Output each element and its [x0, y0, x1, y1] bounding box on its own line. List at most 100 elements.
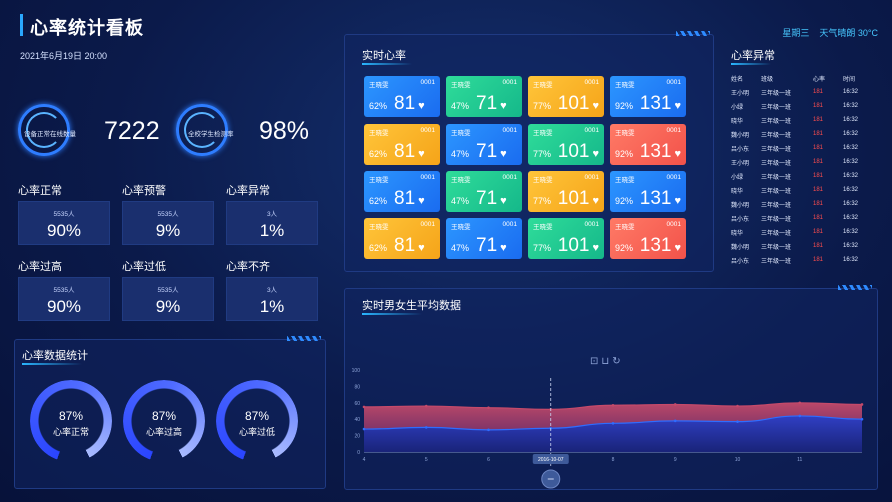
- data-point[interactable]: [860, 417, 864, 421]
- data-point[interactable]: [798, 401, 802, 405]
- panel-decoration: [838, 285, 872, 290]
- weather-info: 星期三 天气晴朗 30°C: [772, 26, 878, 39]
- table-row[interactable]: 王小明 三年级一班 181 16:32: [731, 85, 873, 99]
- table-row[interactable]: 魏小明 三年级一班 181 16:32: [731, 197, 873, 211]
- table-row[interactable]: 小绿 三年级一班 181 16:32: [731, 169, 873, 183]
- data-point[interactable]: [611, 403, 615, 407]
- heart-rate-card[interactable]: 王晓雯 0001 92% 131 ♥: [610, 171, 686, 212]
- card-header: 王晓雯 0001: [615, 127, 681, 137]
- heart-rate-card[interactable]: 王晓雯 0001 92% 131 ♥: [610, 124, 686, 165]
- data-point[interactable]: [362, 405, 366, 409]
- heart-rate-card[interactable]: 王晓雯 0001 92% 131 ♥: [610, 76, 686, 117]
- heart-rate-bpm: 71: [476, 188, 498, 209]
- stat-title: 心率不齐: [226, 261, 270, 273]
- heart-rate-card[interactable]: 王晓雯 0001 62% 81 ♥: [364, 124, 440, 165]
- heart-rate-card[interactable]: 王晓雯 0001 92% 131 ♥: [610, 218, 686, 259]
- table-row[interactable]: 晓华 三年级一班 181 16:32: [731, 113, 873, 127]
- data-point[interactable]: [424, 426, 428, 429]
- heart-icon: ♥: [500, 195, 507, 207]
- table-row[interactable]: 吕小东 三年级一班 181 16:32: [731, 141, 873, 155]
- table-row[interactable]: 吕小东 三年级一班 181 16:32: [731, 253, 873, 267]
- card-body: 77% 101 ♥: [533, 235, 599, 257]
- heart-rate-percent: 47%: [451, 196, 470, 206]
- heart-rate-card[interactable]: 王晓雯 0001 47% 71 ♥: [446, 76, 522, 117]
- title-accent-bar: [20, 14, 23, 36]
- heart-rate-bpm: 101: [557, 141, 590, 162]
- data-point[interactable]: [487, 406, 490, 410]
- heart-rate-card[interactable]: 王晓雯 0001 77% 101 ♥: [528, 76, 604, 117]
- heart-rate-card[interactable]: 王晓雯 0001 77% 101 ♥: [528, 171, 604, 212]
- detection-rate-label: 全校学生检测率: [188, 131, 234, 138]
- device-id: 0001: [420, 174, 435, 181]
- table-row[interactable]: 晓华 三年级一班 181 16:32: [731, 183, 873, 197]
- heart-rate-card[interactable]: 王晓雯 0001 47% 71 ♥: [446, 171, 522, 212]
- heart-rate-card[interactable]: 王晓雯 0001 47% 71 ♥: [446, 124, 522, 165]
- data-point[interactable]: [673, 419, 677, 423]
- refresh-icon[interactable]: ↻: [612, 356, 624, 367]
- class-cell: 三年级一班: [761, 202, 792, 209]
- class-cell: 三年级一班: [761, 258, 792, 265]
- column-header: 姓名: [731, 76, 744, 83]
- data-point[interactable]: [487, 428, 490, 432]
- table-row[interactable]: 魏小明 三年级一班 181 16:32: [731, 239, 873, 253]
- time-cell: 16:32: [843, 229, 859, 235]
- device-id: 0001: [420, 127, 435, 134]
- data-point[interactable]: [860, 403, 864, 406]
- student-name: 王晓雯: [451, 224, 471, 231]
- table-row[interactable]: 魏小明 三年级一班 181 16:32: [731, 127, 873, 141]
- tooltip-label: 2016-10-07: [538, 457, 564, 463]
- heart-rate-card[interactable]: 王晓雯 0001 62% 81 ♥: [364, 76, 440, 117]
- table-row[interactable]: 吕小东 三年级一班 181 16:32: [731, 211, 873, 225]
- heart-rate-cell: 181: [813, 131, 824, 137]
- heart-rate-bpm: 81: [394, 235, 416, 256]
- data-point[interactable]: [673, 403, 677, 406]
- data-point[interactable]: [736, 420, 739, 423]
- data-point[interactable]: [611, 422, 615, 425]
- online-devices-label: 设备正常在线数量: [24, 131, 76, 138]
- x-tick-label: 6: [487, 457, 490, 463]
- data-zoom-icon[interactable]: ⊡: [590, 356, 602, 367]
- table-row[interactable]: 小绿 三年级一班 181 16:32: [731, 99, 873, 113]
- device-id: 0001: [502, 127, 517, 134]
- heart-rate-card[interactable]: 王晓雯 0001 77% 101 ♥: [528, 218, 604, 259]
- heart-rate-percent: 92%: [615, 101, 634, 111]
- heart-rate-card[interactable]: 王晓雯 0001 77% 101 ♥: [528, 124, 604, 165]
- time-cell: 16:32: [843, 131, 859, 137]
- donut-label: 心率正常: [52, 427, 89, 437]
- avg-area-chart[interactable]: 02040608010045678910112016-10-07: [344, 360, 878, 490]
- student-name-cell: 王小明: [731, 90, 750, 97]
- class-cell: 三年级一班: [761, 118, 792, 125]
- table-row[interactable]: 晓华 三年级一班 181 16:32: [731, 225, 873, 239]
- stat-percent: 90%: [46, 221, 82, 240]
- time-cell: 16:32: [843, 215, 859, 221]
- donut-percent: 87%: [58, 409, 84, 423]
- table-header: 姓名 班级 心率 时间: [731, 71, 873, 85]
- heart-rate-card[interactable]: 王晓雯 0001 47% 71 ♥: [446, 218, 522, 259]
- card-body: 92% 131 ♥: [615, 141, 681, 163]
- student-name-cell: 魏小明: [731, 132, 750, 139]
- column-header: 班级: [761, 76, 774, 83]
- heart-rate-card[interactable]: 王晓雯 0001 62% 81 ♥: [364, 218, 440, 259]
- heart-rate-card[interactable]: 王晓雯 0001 62% 81 ♥: [364, 171, 440, 212]
- data-point[interactable]: [424, 404, 428, 408]
- heart-rate-bpm: 101: [557, 93, 590, 114]
- data-point[interactable]: [362, 427, 366, 431]
- table-row[interactable]: 王小明 三年级一班 181 16:32: [731, 155, 873, 169]
- student-name: 王晓雯: [369, 177, 389, 184]
- device-id: 0001: [420, 79, 435, 86]
- title-underline: [731, 63, 771, 65]
- data-point[interactable]: [798, 414, 802, 418]
- data-point[interactable]: [736, 404, 739, 408]
- heart-rate-cell: 181: [813, 145, 824, 151]
- card-body: 92% 131 ♥: [615, 93, 681, 115]
- card-header: 王晓雯 0001: [369, 174, 435, 184]
- heart-rate-percent: 92%: [615, 196, 634, 206]
- class-cell: 三年级一班: [761, 216, 792, 223]
- y-tick-label: 60: [354, 401, 360, 407]
- time-cell: 16:32: [843, 257, 859, 263]
- heart-rate-percent: 77%: [533, 243, 552, 253]
- stat-count: 5535人: [53, 211, 75, 218]
- card-header: 王晓雯 0001: [451, 127, 517, 137]
- stat-count: 3人: [266, 287, 278, 294]
- zoom-reset-icon[interactable]: ⊔: [601, 356, 613, 367]
